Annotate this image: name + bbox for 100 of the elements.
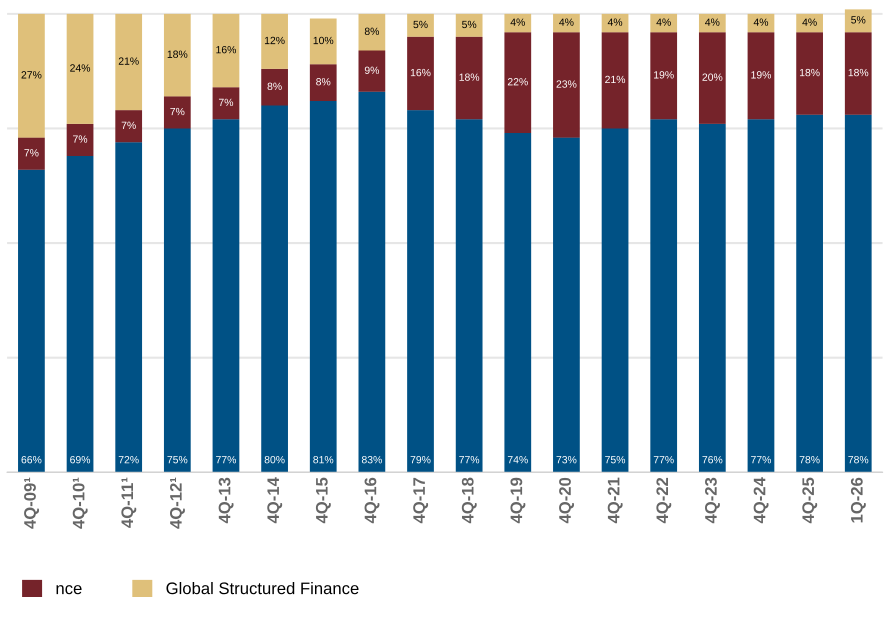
data-label: 8% bbox=[268, 82, 282, 90]
x-tick-label: 4Q-16 bbox=[364, 478, 380, 524]
bar bbox=[310, 64, 337, 101]
data-label: 7% bbox=[218, 98, 234, 106]
data-label: 75% bbox=[167, 456, 188, 464]
bar bbox=[553, 138, 580, 472]
x-tick-label: 4Q-14 bbox=[267, 477, 282, 524]
bar bbox=[698, 32, 726, 124]
bar bbox=[115, 142, 142, 472]
data-label: 8% bbox=[316, 78, 330, 86]
bar bbox=[261, 14, 288, 69]
bar bbox=[796, 114, 823, 472]
data-label: 21% bbox=[605, 76, 626, 84]
bar bbox=[115, 14, 142, 110]
x-tick-label: 4Q-12¹ bbox=[170, 478, 185, 529]
bar bbox=[504, 14, 532, 32]
bar bbox=[602, 14, 628, 32]
data-label: 76% bbox=[702, 456, 722, 464]
bar bbox=[212, 87, 240, 120]
bar bbox=[553, 32, 580, 138]
bar bbox=[212, 14, 240, 88]
bar bbox=[748, 14, 774, 32]
x-tick-label: 4Q-17 bbox=[413, 478, 428, 524]
bar bbox=[261, 68, 288, 106]
x-tick-label: 4Q-19 bbox=[510, 478, 526, 524]
bar bbox=[650, 32, 678, 120]
bar bbox=[18, 14, 45, 138]
data-label: 77% bbox=[654, 456, 674, 464]
bar bbox=[650, 14, 678, 32]
data-label: 78% bbox=[848, 456, 868, 464]
x-tick-label: 4Q-22 bbox=[656, 478, 672, 524]
x-tick-label: 4Q-09¹ bbox=[24, 478, 40, 529]
bar bbox=[407, 36, 434, 110]
data-label: 4% bbox=[656, 18, 671, 26]
data-label: 75% bbox=[605, 456, 626, 464]
bar bbox=[407, 14, 434, 37]
bar bbox=[844, 114, 872, 472]
data-label: 18% bbox=[848, 68, 868, 76]
data-label: 66% bbox=[22, 456, 42, 464]
x-tick-label: 4Q-18 bbox=[462, 478, 477, 524]
data-label: 16% bbox=[216, 46, 236, 54]
data-label: 27% bbox=[22, 71, 42, 79]
data-label: 4% bbox=[608, 18, 622, 26]
data-label: 73% bbox=[556, 456, 576, 464]
x-tick-label: 4Q-24 bbox=[754, 477, 769, 524]
bar bbox=[602, 128, 628, 472]
data-label: 19% bbox=[654, 71, 674, 79]
bar bbox=[212, 119, 240, 472]
data-label: 18% bbox=[460, 73, 480, 81]
data-label: 81% bbox=[313, 456, 334, 464]
bar bbox=[358, 14, 386, 51]
data-label: 4% bbox=[510, 18, 525, 26]
data-label: 4% bbox=[802, 18, 817, 26]
data-label: 74% bbox=[508, 456, 528, 464]
bar bbox=[164, 96, 191, 128]
data-label: 10% bbox=[314, 36, 334, 44]
bar bbox=[456, 36, 483, 120]
data-label: 7% bbox=[73, 135, 88, 143]
bar bbox=[18, 170, 45, 472]
data-label: 5% bbox=[851, 16, 866, 24]
x-tick-label: 4Q-23 bbox=[705, 478, 720, 524]
bar bbox=[602, 32, 628, 128]
data-label: 4% bbox=[705, 18, 720, 26]
data-label: 77% bbox=[751, 456, 772, 464]
data-label: 4% bbox=[559, 18, 574, 26]
legend-label: Global Structured Finance bbox=[166, 582, 359, 594]
legend-label: nce bbox=[56, 585, 82, 594]
bar bbox=[844, 9, 872, 32]
x-tick-label: 1Q-26 bbox=[850, 478, 866, 522]
data-label: 7% bbox=[24, 149, 39, 156]
data-label: 12% bbox=[264, 36, 285, 44]
bar bbox=[748, 32, 774, 120]
data-label: 69% bbox=[70, 456, 90, 464]
bar bbox=[310, 18, 337, 64]
x-tick-label: 4Q-13 bbox=[218, 478, 234, 524]
data-label: 16% bbox=[410, 68, 431, 76]
data-label: 5% bbox=[462, 20, 476, 28]
bar bbox=[456, 14, 483, 37]
x-tick-label: 4Q-11¹ bbox=[121, 478, 136, 528]
bar bbox=[504, 133, 532, 472]
bar bbox=[358, 50, 386, 92]
bar bbox=[18, 138, 45, 170]
bar bbox=[844, 32, 872, 115]
bar bbox=[796, 32, 823, 115]
data-label: 23% bbox=[556, 80, 576, 88]
data-label: 8% bbox=[364, 28, 380, 36]
data-label: 79% bbox=[410, 456, 431, 464]
bar bbox=[66, 156, 94, 472]
data-label: 9% bbox=[364, 66, 380, 74]
data-label: 18% bbox=[800, 68, 820, 76]
bar bbox=[407, 110, 434, 472]
x-tick-label: 4Q-21 bbox=[608, 478, 623, 524]
data-label: 78% bbox=[800, 456, 820, 464]
data-label: 7% bbox=[170, 108, 184, 116]
bar bbox=[796, 14, 823, 32]
data-label: 77% bbox=[216, 456, 236, 464]
data-label: 80% bbox=[264, 456, 285, 464]
bar bbox=[66, 14, 94, 124]
bar bbox=[748, 119, 774, 472]
x-tick-label: 4Q-15 bbox=[316, 478, 331, 524]
